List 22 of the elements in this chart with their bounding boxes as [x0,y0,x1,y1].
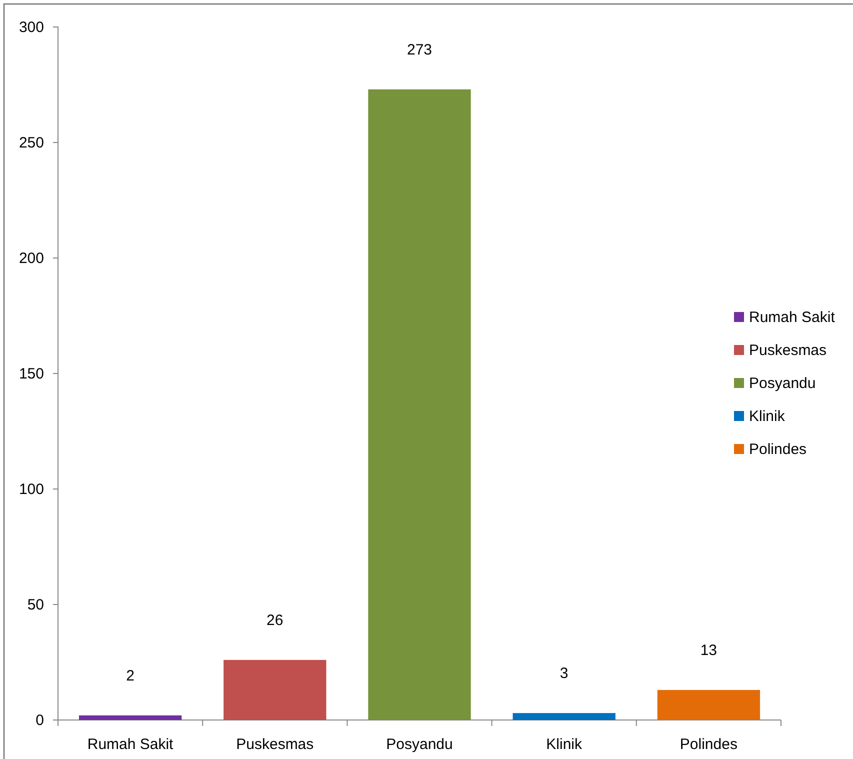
data-label: 2 [126,667,134,684]
x-tick-label: Puskesmas [236,736,314,753]
legend-label: Polindes [749,441,807,458]
x-tick-label: Rumah Sakit [87,736,174,753]
y-tick-label: 200 [18,250,44,267]
legend-label: Rumah Sakit [749,309,836,326]
x-tick-label: Klinik [546,736,583,753]
legend-label: Puskesmas [749,342,827,359]
y-tick-label: 100 [18,480,44,498]
x-tick-label: Polindes [680,736,738,753]
legend-label: Klinik [749,408,786,425]
data-label: 13 [700,642,718,659]
data-label: 3 [560,665,568,682]
legend-label: Posyandu [749,375,816,392]
y-tick-label: 250 [18,134,44,152]
x-tick-label: Posyandu [386,736,453,753]
y-tick-label: 50 [27,596,44,614]
y-tick-label: 150 [18,365,44,382]
y-tick-label: 300 [18,18,44,36]
data-label: 26 [266,612,284,629]
data-label: 273 [406,41,432,58]
y-tick-label: 0 [36,712,44,729]
